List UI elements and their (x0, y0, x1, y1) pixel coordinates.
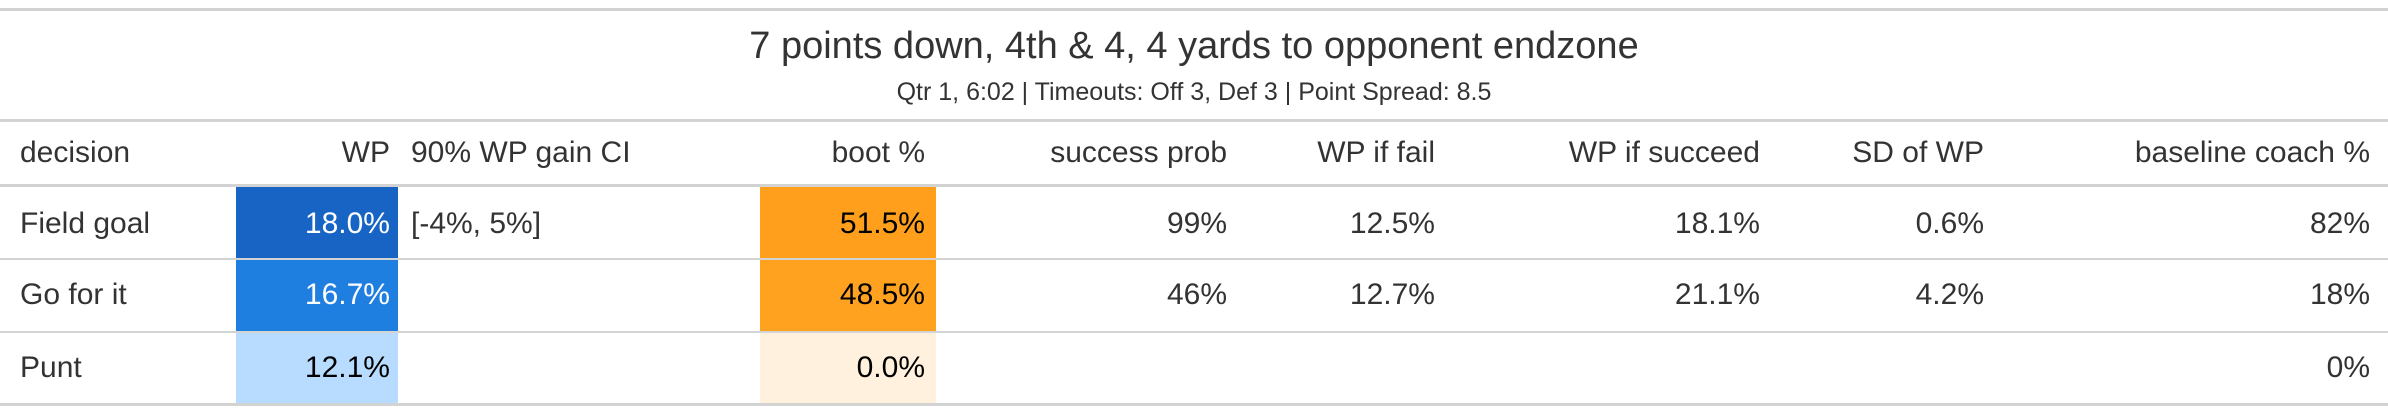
row-ci: [-4%, 5%] (411, 207, 542, 240)
row-success-prob: 99% (1166, 207, 1227, 240)
wp-fill (236, 333, 398, 403)
header-decision: decision (20, 136, 131, 169)
boot-fill (760, 260, 936, 331)
header-success-prob: success prob (1050, 136, 1227, 169)
row-divider (0, 331, 2388, 333)
row-divider (0, 258, 2388, 260)
row-baseline: 18% (2309, 278, 2370, 311)
row-wp-fail: 12.7% (1349, 278, 1435, 311)
boot-fill (760, 187, 936, 258)
boot-fill (760, 333, 936, 403)
row-wp-fail: 12.5% (1349, 207, 1435, 240)
title-divider (0, 119, 2388, 122)
row-boot: 51.5% (839, 207, 925, 240)
row-decision: Punt (20, 351, 82, 384)
row-baseline: 82% (2309, 207, 2370, 240)
header-ci: 90% WP gain CI (411, 136, 631, 169)
header-wp-succeed: WP if succeed (1568, 136, 1760, 169)
row-boot: 48.5% (839, 278, 925, 311)
row-decision: Go for it (20, 278, 127, 311)
wp-fill (236, 187, 398, 258)
table-title: 7 points down, 4th & 4, 4 yards to oppon… (749, 25, 1639, 67)
header-wp: WP (341, 136, 390, 169)
table-bottom-rule (0, 403, 2388, 406)
row-baseline: 0% (2326, 351, 2370, 384)
row-wp-succeed: 18.1% (1674, 207, 1760, 240)
row-wp: 18.0% (304, 207, 390, 240)
header-wp-fail: WP if fail (1317, 136, 1435, 169)
row-wp-succeed: 21.1% (1674, 278, 1760, 311)
header-divider (0, 184, 2388, 187)
header-boot: boot % (831, 136, 925, 169)
row-sd-wp: 0.6% (1915, 207, 1984, 240)
row-sd-wp: 4.2% (1915, 278, 1984, 311)
row-decision: Field goal (20, 207, 151, 240)
top-rule (0, 8, 2388, 11)
row-wp: 16.7% (304, 278, 390, 311)
wp-fill (236, 260, 398, 331)
header-sd-wp: SD of WP (1852, 136, 1984, 169)
row-wp: 12.1% (304, 351, 390, 384)
header-baseline: baseline coach % (2134, 136, 2370, 169)
row-success-prob: 46% (1166, 278, 1227, 311)
table-subtitle: Qtr 1, 6:02 | Timeouts: Off 3, Def 3 | P… (896, 78, 1492, 106)
row-boot: 0.0% (856, 351, 925, 384)
